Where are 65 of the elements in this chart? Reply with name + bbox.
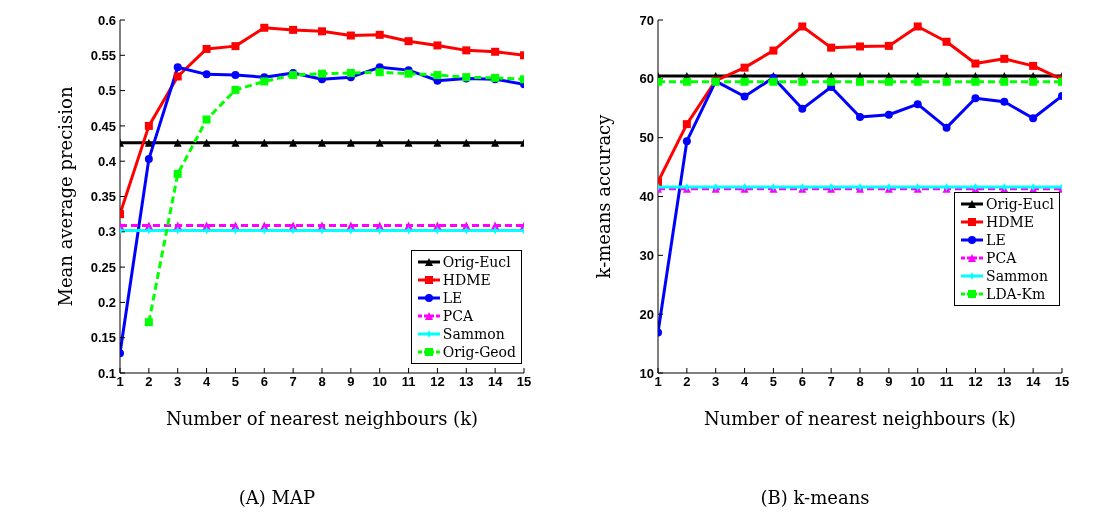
x-tick-label: 5: [769, 374, 778, 390]
y-tick-label: 0.55: [90, 47, 116, 63]
x-tick-label: 12: [430, 374, 445, 390]
legend-label: Orig-Geod: [442, 342, 516, 361]
y-tick-label: 0.2: [97, 295, 116, 311]
x-tick-label: 5: [231, 374, 240, 390]
legend-label: PCA: [442, 306, 474, 325]
x-tick-label: 6: [798, 374, 806, 390]
y-tick-label: 50: [639, 130, 654, 146]
x-tick-label: 13: [997, 374, 1012, 390]
x-tick-label: 4: [202, 374, 211, 390]
x-tick-label: 8: [856, 374, 864, 390]
legend-label: LDA-Km: [986, 285, 1046, 304]
y-tick-label: 70: [639, 12, 654, 28]
x-tick-label: 2: [683, 374, 691, 390]
x-axis-title: Number of nearest neighbours (k): [703, 408, 1017, 429]
x-tick-label: 2: [145, 374, 153, 390]
x-tick-label: 7: [827, 374, 835, 390]
y-tick-label: 0.15: [90, 330, 116, 346]
y-tick-label: 40: [639, 189, 654, 205]
x-tick-label: 13: [459, 374, 474, 390]
legend-label: LE: [442, 288, 463, 307]
y-tick-label: 20: [639, 306, 654, 322]
x-tick-label: 12: [968, 374, 983, 390]
x-tick-label: 15: [1054, 374, 1070, 390]
x-tick-label: 9: [885, 374, 893, 390]
legend-label: Orig-Eucl: [442, 252, 511, 271]
legend-label: HDME: [442, 270, 491, 289]
y-axis-title: k-means accuracy: [593, 113, 615, 279]
y-axis-title: Mean average precision: [55, 86, 77, 307]
legend-label: LE: [986, 231, 1006, 250]
x-tick-label: 14: [487, 374, 504, 390]
legend-label: Sammon: [442, 324, 505, 343]
y-tick-label: 0.35: [90, 189, 116, 205]
text: (B) k-means: [760, 487, 870, 508]
y-tick-label: 0.25: [90, 259, 116, 275]
y-tick-label: 0.4: [97, 153, 117, 169]
text: (A) MAP: [238, 487, 316, 508]
x-tick-label: 10: [372, 374, 387, 390]
x-axis-title: Number of nearest neighbours (k): [165, 408, 479, 429]
legend-label: Orig-Eucl: [986, 195, 1054, 214]
x-tick-label: 7: [289, 374, 297, 390]
x-tick-label: 1: [654, 374, 662, 390]
y-tick-label: 0.6: [97, 12, 116, 28]
legend-label: HDME: [986, 213, 1035, 232]
y-tick-label: 0.5: [97, 83, 116, 99]
x-tick-label: 4: [740, 374, 749, 390]
x-tick-label: 15: [516, 374, 532, 390]
x-tick-label: 8: [318, 374, 326, 390]
x-tick-label: 14: [1025, 374, 1042, 390]
x-tick-label: 10: [910, 374, 925, 390]
x-tick-label: 6: [260, 374, 268, 390]
x-tick-label: 11: [401, 374, 416, 390]
y-tick-label: 30: [639, 247, 654, 263]
x-tick-label: 3: [712, 374, 720, 390]
x-tick-label: 9: [347, 374, 355, 390]
legend-label: Sammon: [986, 267, 1049, 286]
y-tick-label: 0.3: [97, 224, 116, 240]
x-tick-label: 1: [116, 374, 124, 390]
legend-label: PCA: [986, 249, 1017, 268]
y-tick-label: 0.45: [90, 118, 116, 134]
y-tick-label: 60: [639, 71, 654, 87]
y-tick-label: 0.1: [97, 365, 116, 381]
x-tick-label: 3: [174, 374, 182, 390]
x-tick-label: 11: [939, 374, 954, 390]
